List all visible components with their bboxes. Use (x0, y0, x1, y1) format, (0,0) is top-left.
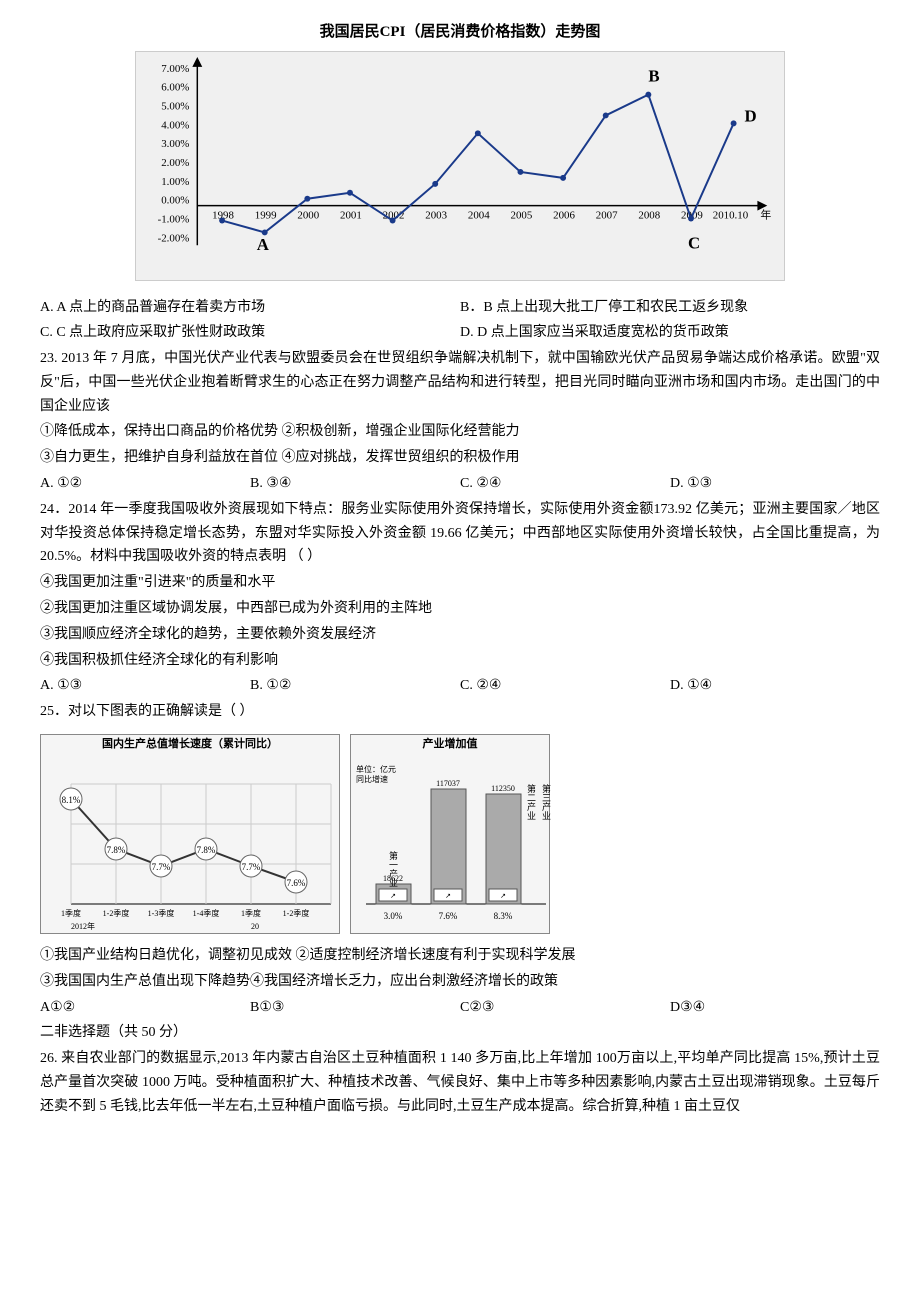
svg-text:4.00%: 4.00% (161, 119, 189, 131)
svg-text:1-4季度: 1-4季度 (193, 908, 220, 918)
svg-text:3.0%: 3.0% (384, 911, 403, 921)
svg-text:2000: 2000 (297, 209, 319, 221)
q22-opt-a: A. A 点上的商品普遍存在着卖方市场 (40, 296, 460, 320)
svg-text:20: 20 (251, 922, 259, 931)
svg-text:2001: 2001 (340, 209, 362, 221)
svg-text:单位：亿元: 单位：亿元 (356, 764, 396, 774)
svg-text:3.00%: 3.00% (161, 138, 189, 150)
q22-options: A. A 点上的商品普遍存在着卖方市场 B．B 点上出现大批工厂停工和农民工返乡… (40, 296, 880, 320)
svg-text:8.1%: 8.1% (62, 795, 81, 805)
cpi-chart-container: 我国居民CPI（居民消费价格指数）走势图 7.00% 6.00% 5.00% 4… (40, 20, 880, 281)
q22-opt-c: C. C 点上政府应采取扩张性财政政策 (40, 321, 460, 345)
svg-text:2008: 2008 (638, 209, 660, 221)
q23-opt-a: A. ①② (40, 472, 250, 496)
svg-text:7.8%: 7.8% (107, 845, 126, 855)
svg-text:7.00%: 7.00% (161, 62, 189, 74)
gdp-charts: 国内生产总值增长速度（累计同比） 8.1% 7.8% 7.7% 7.8% 7.7… (40, 734, 880, 934)
svg-text:7.7%: 7.7% (152, 862, 171, 872)
svg-text:2010.10: 2010.10 (713, 209, 749, 221)
q22-options-2: C. C 点上政府应采取扩张性财政政策 D. D 点上国家应当采取适度宽松的货币… (40, 321, 880, 345)
y-axis-labels: 7.00% 6.00% 5.00% 4.00% 3.00% 2.00% 1.00… (158, 62, 190, 244)
svg-text:2004: 2004 (468, 209, 490, 221)
svg-text:8.3%: 8.3% (494, 911, 513, 921)
svg-text:↗: ↗ (445, 892, 451, 900)
svg-text:C: C (688, 233, 700, 252)
svg-text:↗: ↗ (500, 892, 506, 900)
q24-s4: ④我国积极抓住经济全球化的有利影响 (40, 649, 880, 673)
svg-text:A: A (257, 235, 270, 254)
industry-title: 产业增加值 (351, 735, 549, 754)
cpi-chart-svg: 7.00% 6.00% 5.00% 4.00% 3.00% 2.00% 1.00… (136, 52, 784, 280)
q26-text: 26. 来自农业部门的数据显示,2013 年内蒙古自治区土豆种植面积 1 140… (40, 1047, 880, 1118)
svg-text:1季度: 1季度 (61, 908, 81, 918)
q24-opt-c: C. ②④ (460, 674, 670, 698)
svg-text:7.8%: 7.8% (197, 845, 216, 855)
svg-text:1-2季度: 1-2季度 (103, 908, 130, 918)
svg-text:2006: 2006 (553, 209, 575, 221)
svg-text:7.6%: 7.6% (439, 911, 458, 921)
q24-options: A. ①③ B. ①② C. ②④ D. ①④ (40, 674, 880, 698)
q24-s1: ④我国更加注重"引进来"的质量和水平 (40, 571, 880, 595)
gdp-line-chart: 国内生产总值增长速度（累计同比） 8.1% 7.8% 7.7% 7.8% 7.7… (40, 734, 340, 934)
svg-text:0.00%: 0.00% (161, 194, 189, 206)
svg-text:2.00%: 2.00% (161, 157, 189, 169)
svg-text:1季度: 1季度 (241, 908, 261, 918)
q25-options: A①② B①③ C②③ D③④ (40, 996, 880, 1020)
svg-text:2003: 2003 (425, 209, 447, 221)
svg-text:7.6%: 7.6% (287, 878, 306, 888)
svg-text:2005: 2005 (511, 209, 533, 221)
q25-s1: ①我国产业结构日趋优化，调整初见成效 ②适度控制经济增长速度有利于实现科学发展 (40, 944, 880, 968)
svg-text:1999: 1999 (255, 209, 277, 221)
q25-text: 25．对以下图表的正确解读是（ ） (40, 700, 880, 724)
svg-text:年: 年 (760, 207, 771, 221)
industry-bar-svg: 单位：亿元 同比增速 18622 117037 112350 第一产业 第二产业… (351, 754, 551, 939)
cpi-chart-title: 我国居民CPI（居民消费价格指数）走势图 (40, 20, 880, 46)
section2-heading: 二非选择题（共 50 分） (40, 1021, 880, 1045)
q25-opt-c: C②③ (460, 996, 670, 1020)
svg-text:-1.00%: -1.00% (158, 213, 190, 225)
q23-opt-b: B. ③④ (250, 472, 460, 496)
industry-bar-chart: 产业增加值 单位：亿元 同比增速 18622 117037 112350 第一产… (350, 734, 550, 934)
svg-text:第一产业: 第一产业 (388, 850, 398, 887)
q25-opt-b: B①③ (250, 996, 460, 1020)
svg-text:1.00%: 1.00% (161, 175, 189, 187)
cpi-chart: 7.00% 6.00% 5.00% 4.00% 3.00% 2.00% 1.00… (135, 51, 785, 281)
svg-text:-2.00%: -2.00% (158, 232, 190, 244)
gdp-line-title: 国内生产总值增长速度（累计同比） (41, 735, 339, 754)
q24-s2: ②我国更加注重区域协调发展，中西部已成为外资利用的主阵地 (40, 597, 880, 621)
svg-text:112350: 112350 (491, 784, 515, 793)
q23-text: 23. 2013 年 7 月底，中国光伏产业代表与欧盟委员会在世贸组织争端解决机… (40, 347, 880, 418)
svg-text:6.00%: 6.00% (161, 81, 189, 93)
svg-text:2012年: 2012年 (71, 921, 95, 931)
q23-opt-c: C. ②④ (460, 472, 670, 496)
svg-text:1-2季度: 1-2季度 (283, 908, 310, 918)
svg-text:第三产业: 第三产业 (541, 783, 551, 820)
svg-text:第二产业: 第二产业 (526, 783, 536, 820)
q23-opt-d: D. ①③ (670, 472, 880, 496)
q23-s2: ③自力更生，把维护自身利益放在首位 ④应对挑战，发挥世贸组织的积极作用 (40, 446, 880, 470)
svg-text:↗: ↗ (390, 892, 396, 900)
svg-text:同比增速: 同比增速 (356, 774, 388, 784)
q22-opt-b: B．B 点上出现大批工厂停工和农民工返乡现象 (460, 296, 880, 320)
svg-text:B: B (648, 66, 659, 85)
q25-s2: ③我国国内生产总值出现下降趋势④我国经济增长乏力，应出台刺激经济增长的政策 (40, 970, 880, 994)
svg-text:117037: 117037 (436, 779, 460, 788)
svg-text:1-3季度: 1-3季度 (148, 908, 175, 918)
q24-opt-d: D. ①④ (670, 674, 880, 698)
q24-s3: ③我国顺应经济全球化的趋势，主要依赖外资发展经济 (40, 623, 880, 647)
q25-opt-a: A①② (40, 996, 250, 1020)
gdp-line-svg: 8.1% 7.8% 7.7% 7.8% 7.7% 7.6% 1季度 1-2季度 … (41, 754, 341, 939)
svg-text:7.7%: 7.7% (242, 862, 261, 872)
svg-text:D: D (745, 106, 757, 125)
q23-options: A. ①② B. ③④ C. ②④ D. ①③ (40, 472, 880, 496)
q24-text: 24．2014 年一季度我国吸收外资展现如下特点：服务业实际使用外资保持增长，实… (40, 498, 880, 569)
q23-s1: ①降低成本，保持出口商品的价格优势 ②积极创新，增强企业国际化经营能力 (40, 420, 880, 444)
q24-opt-b: B. ①② (250, 674, 460, 698)
q22-opt-d: D. D 点上国家应当采取适度宽松的货币政策 (460, 321, 880, 345)
svg-text:2007: 2007 (596, 209, 618, 221)
q25-opt-d: D③④ (670, 996, 880, 1020)
q24-opt-a: A. ①③ (40, 674, 250, 698)
svg-text:5.00%: 5.00% (161, 100, 189, 112)
